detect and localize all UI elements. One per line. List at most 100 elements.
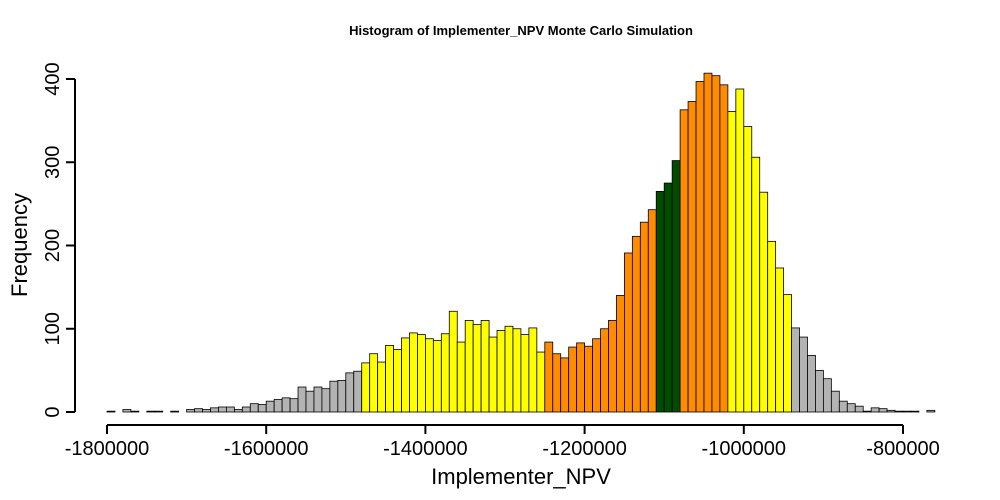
- histogram-bar: [345, 372, 355, 413]
- histogram-bar: [600, 328, 609, 413]
- histogram-bar: [783, 294, 792, 413]
- x-axis-label: Implementer_NPV: [431, 464, 611, 489]
- histogram-bar: [703, 72, 713, 413]
- x-tick-label: -1400000: [383, 438, 468, 460]
- histogram-bar: [424, 338, 434, 413]
- histogram-bar: [337, 379, 347, 413]
- histogram-bar: [456, 341, 466, 413]
- x-tick-label: -1800000: [65, 438, 150, 460]
- histogram-bar: [743, 126, 753, 413]
- histogram-bar: [432, 339, 442, 413]
- histogram-bar: [862, 410, 872, 413]
- histogram-bar: [679, 109, 689, 413]
- histogram-bar: [608, 320, 617, 413]
- histogram-bar: [122, 409, 132, 413]
- histogram-bar: [775, 267, 785, 413]
- histogram-bar: [106, 410, 116, 413]
- histogram-bar: [273, 399, 283, 413]
- histogram-bar: [767, 240, 777, 413]
- histogram-bar: [241, 406, 251, 413]
- histogram-bar: [576, 342, 586, 413]
- histogram-bar: [472, 324, 482, 413]
- y-tick-label: 300: [42, 146, 64, 179]
- histogram-bar: [186, 409, 195, 413]
- histogram-bar: [695, 81, 705, 413]
- histogram-bar: [329, 380, 339, 413]
- histogram-bar: [536, 351, 546, 413]
- histogram-bar: [202, 409, 211, 413]
- histogram-bar: [727, 111, 737, 413]
- histogram-bar: [854, 405, 864, 413]
- histogram-bar: [568, 346, 578, 413]
- histogram-bar: [894, 410, 904, 413]
- histogram-bar: [719, 84, 729, 413]
- histogram-bar: [249, 403, 259, 413]
- histogram-bar: [751, 156, 761, 413]
- histogram-bar: [233, 409, 243, 413]
- histogram-bar: [735, 88, 745, 413]
- chart-title: Histogram of Implementer_NPV Monte Carlo…: [349, 23, 693, 38]
- histogram-bar: [711, 75, 721, 413]
- histogram-bar: [448, 310, 458, 413]
- histogram-bar: [584, 345, 593, 413]
- histogram-bar: [815, 369, 824, 413]
- histogram-bar: [154, 410, 164, 413]
- histogram-bar: [257, 404, 267, 413]
- histogram-bar: [464, 320, 474, 413]
- histogram-bar: [265, 400, 275, 413]
- histogram-bar: [377, 361, 387, 413]
- x-tick-label: -1200000: [542, 438, 627, 460]
- histogram-bar: [647, 209, 657, 413]
- histogram-bar: [528, 327, 538, 413]
- histogram-bar: [146, 410, 156, 413]
- y-tick-label: 400: [42, 62, 64, 95]
- histogram-bar: [504, 325, 514, 413]
- histogram-bar: [385, 344, 394, 413]
- histogram-bar: [830, 390, 840, 413]
- histogram-bar: [552, 353, 562, 413]
- histogram-bar: [799, 336, 808, 413]
- x-tick-label: -800000: [866, 438, 939, 460]
- histogram-bar: [480, 320, 490, 413]
- x-axis: -1800000 -1600000 -1400000 -1200000 -1000000…: [65, 424, 940, 460]
- histogram-bar: [361, 362, 371, 413]
- x-tick-label: -1600000: [224, 438, 309, 460]
- histogram-bar: [624, 252, 633, 413]
- histogram-bar: [440, 333, 450, 413]
- histogram-bar: [321, 388, 331, 413]
- histogram-bar: [846, 403, 856, 413]
- histogram-bar: [353, 370, 363, 413]
- histogram-bar: [297, 386, 307, 413]
- y-axis-label: Frequency: [7, 193, 32, 297]
- y-axis: 0 100 200 300 400: [42, 62, 76, 418]
- histogram-bar: [838, 400, 848, 413]
- histogram-bar: [305, 390, 315, 413]
- histogram-bar: [210, 407, 219, 413]
- histogram-bar: [313, 386, 323, 413]
- histogram-bar: [281, 397, 291, 413]
- histogram-bar: [218, 406, 227, 413]
- histogram-bar: [560, 357, 570, 413]
- histogram-bar: [592, 338, 601, 413]
- histogram-bar: [170, 410, 180, 413]
- histogram-bar: [512, 328, 522, 413]
- histogram-bar: [393, 349, 402, 413]
- histogram-bar: [409, 332, 418, 413]
- histogram-bar: [496, 330, 506, 413]
- histogram-bar: [488, 336, 498, 413]
- histogram-bar: [910, 410, 920, 413]
- histogram-bar: [225, 406, 235, 413]
- histogram-bar: [631, 235, 641, 413]
- histogram-bar: [520, 334, 530, 413]
- y-tick-label: 200: [42, 229, 64, 262]
- histogram-bar: [870, 407, 880, 413]
- x-tick-label: -1000000: [702, 438, 787, 460]
- histogram-bar: [807, 354, 816, 413]
- histogram-bar: [823, 378, 832, 413]
- histogram-bar: [663, 182, 673, 413]
- histogram-bar: [687, 101, 697, 413]
- histogram-bar: [194, 408, 203, 413]
- histogram-bar: [878, 408, 888, 413]
- histogram-bar: [369, 353, 379, 413]
- histogram-bar: [616, 295, 625, 413]
